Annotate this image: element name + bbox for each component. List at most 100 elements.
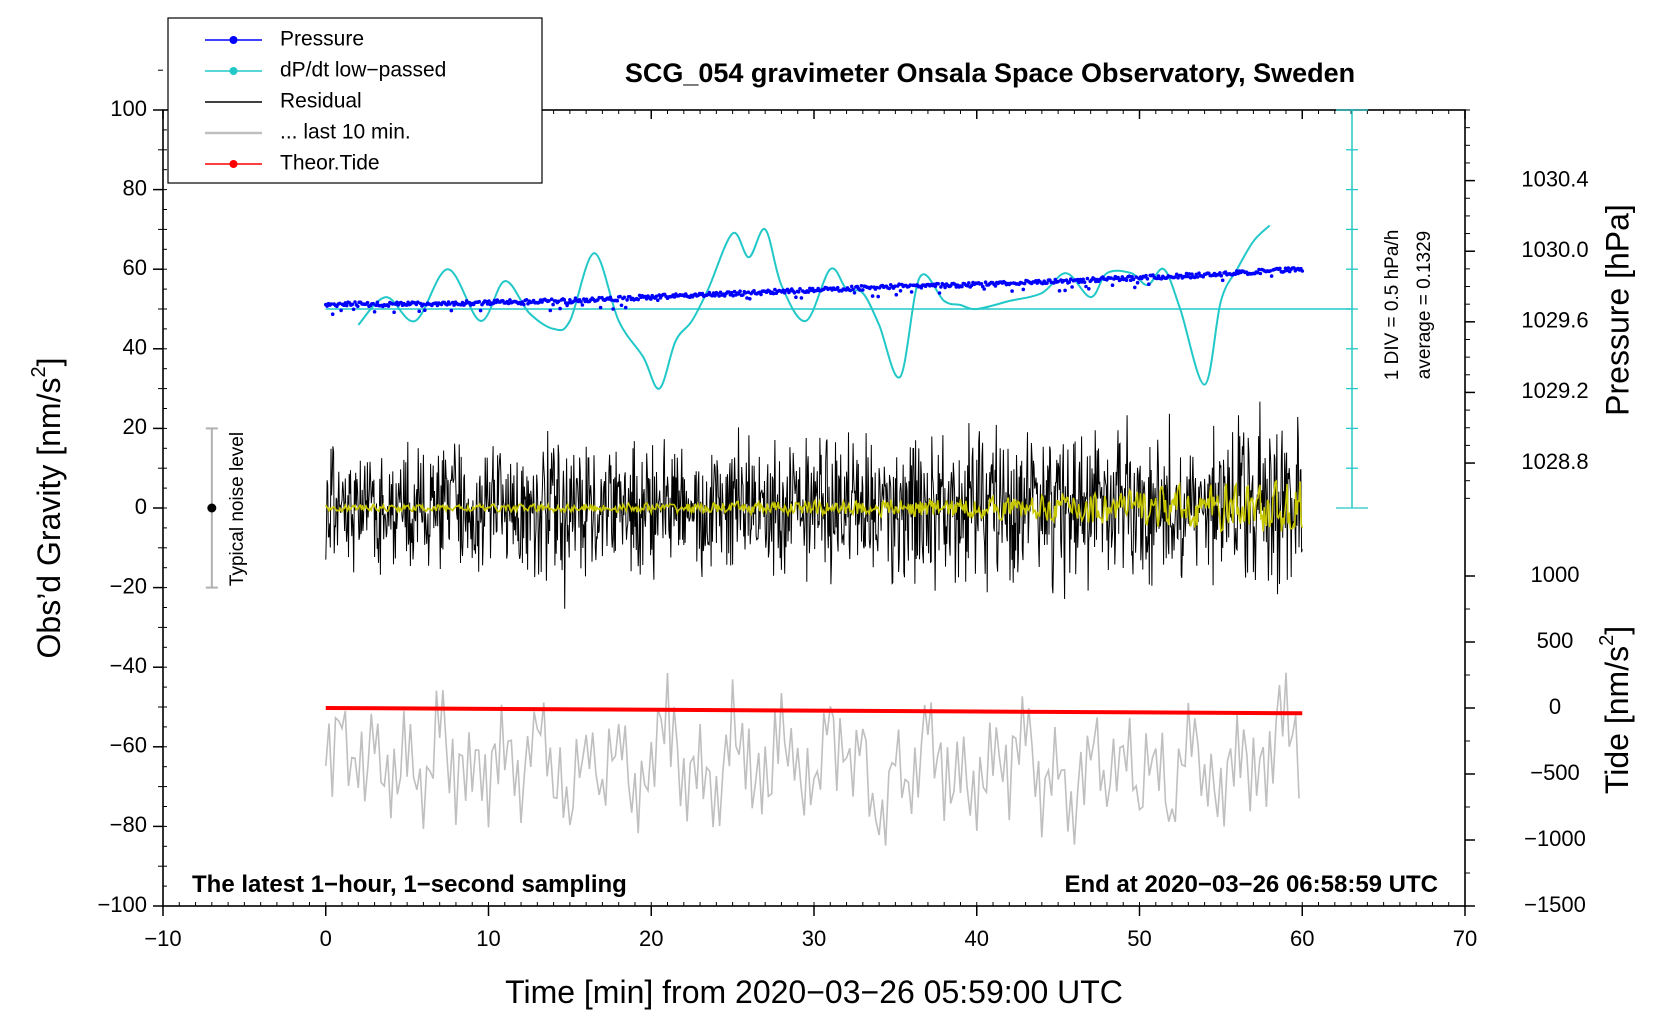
pressure-point — [1128, 278, 1133, 283]
pressure-point — [1063, 288, 1067, 293]
pressure-point — [566, 301, 571, 305]
pressure-point — [893, 284, 897, 289]
pressure-point — [423, 308, 427, 313]
pressure-point — [1134, 275, 1138, 279]
pressure-point — [1147, 282, 1151, 287]
series-layer — [324, 224, 1352, 846]
y-tick-label: 100 — [110, 96, 147, 121]
pressure-point — [1057, 289, 1062, 293]
pressure-point — [1193, 275, 1197, 280]
pressure-point — [773, 287, 777, 292]
pressure-point — [870, 294, 875, 298]
pressure-point — [1070, 285, 1074, 289]
pressure-point — [729, 290, 734, 295]
y-tick-label: −60 — [110, 733, 147, 758]
pressure-point — [392, 310, 396, 315]
pressure-point — [792, 291, 797, 295]
pressure-point — [743, 291, 748, 295]
residual-smoothed-line — [325, 479, 1304, 534]
pressure-point — [1084, 284, 1088, 289]
legend-label: Pressure — [280, 28, 364, 51]
pressure-point — [732, 289, 737, 294]
pressure-point — [849, 284, 854, 289]
x-tick-label: −10 — [144, 926, 181, 951]
pressure-point — [622, 295, 627, 300]
pressure-point — [636, 297, 640, 302]
legend: Pressure dP/dt low−passed Residual ... last… — [167, 17, 543, 184]
pressure-point — [943, 285, 947, 290]
pressure-point — [344, 303, 349, 308]
tide-tick-label: 0 — [1549, 694, 1561, 719]
pressure-point — [508, 298, 512, 302]
pressure-point — [598, 305, 603, 310]
pressure-point — [337, 301, 342, 306]
pressure-point — [1124, 278, 1129, 283]
pressure-point — [1269, 274, 1274, 278]
pressure-point — [657, 293, 661, 297]
pressure-point — [339, 308, 343, 313]
pressure-point — [448, 302, 452, 306]
x-tick-label: 30 — [802, 926, 826, 951]
tide-tick-label: 1000 — [1531, 562, 1580, 587]
pressure-point — [649, 297, 653, 301]
tide-axis-title-close: ] — [1599, 626, 1635, 635]
pressure-point — [1255, 270, 1260, 275]
pressure-point — [656, 298, 660, 303]
legend-marker — [229, 36, 238, 44]
pressure-point — [898, 289, 903, 293]
pressure-point — [771, 291, 776, 296]
pressure-tick-label: 1028.8 — [1521, 449, 1588, 474]
pressure-point — [568, 298, 572, 302]
noise-level-label: Typical noise level — [227, 432, 248, 586]
residual-line — [325, 401, 1303, 609]
pressure-point — [1008, 281, 1013, 286]
pressure-point — [983, 280, 988, 285]
pressure-point — [386, 304, 391, 308]
legend-marker — [229, 160, 238, 168]
pressure-point — [741, 293, 745, 297]
pressure-point — [939, 285, 943, 289]
pressure-point — [861, 288, 865, 292]
x-tick-label: 70 — [1453, 926, 1477, 951]
pressure-point — [953, 282, 957, 287]
pressure-point — [506, 301, 511, 306]
pressure-axis-ticks: 1028.8 1029.2 1029.6 1030.0 1030.4 — [1465, 109, 1589, 499]
pressure-point — [485, 302, 490, 306]
pressure-point — [452, 303, 456, 307]
pressure-point — [967, 281, 971, 285]
pressure-point — [1045, 281, 1049, 285]
pressure-point — [982, 287, 986, 291]
pressure-point — [350, 302, 355, 307]
tide-axis-ticks: −1500 −1000 −500 0 500 1000 — [1465, 562, 1586, 917]
y-axis-ticks: −100 −80 −60 −40 −20 0 20 40 60 80 100 — [97, 69, 163, 917]
noise-bar-center — [207, 503, 217, 513]
legend-label: dP/dt low−passed — [280, 59, 446, 82]
pressure-point — [343, 301, 348, 305]
pressure-point — [672, 295, 677, 299]
pressure-point — [1081, 277, 1085, 282]
pressure-point — [478, 308, 483, 313]
pressure-point — [390, 302, 395, 306]
pressure-point — [1131, 277, 1136, 282]
pressure-point — [799, 296, 804, 300]
pressure-point — [1022, 281, 1027, 286]
y-tick-label: 0 — [135, 494, 147, 519]
pressure-point — [979, 282, 984, 286]
pressure-point — [558, 306, 562, 311]
pressure-point — [1052, 281, 1056, 285]
y-tick-label: −100 — [97, 892, 147, 917]
pressure-point — [572, 299, 576, 303]
x-axis-ticks: −10 0 10 20 30 40 50 60 70 — [144, 110, 1477, 951]
pressure-point — [745, 296, 749, 300]
pressure-point — [859, 284, 864, 288]
pressure-point — [965, 283, 970, 288]
pressure-point — [1183, 274, 1187, 279]
pressure-point — [615, 298, 620, 303]
pressure-point — [1085, 276, 1090, 281]
pressure-point — [562, 298, 567, 302]
pressure-point — [421, 302, 426, 307]
pressure-point — [1133, 285, 1137, 290]
pressure-point — [374, 303, 378, 308]
pressure-point — [556, 299, 561, 304]
pressure-point — [644, 297, 649, 301]
